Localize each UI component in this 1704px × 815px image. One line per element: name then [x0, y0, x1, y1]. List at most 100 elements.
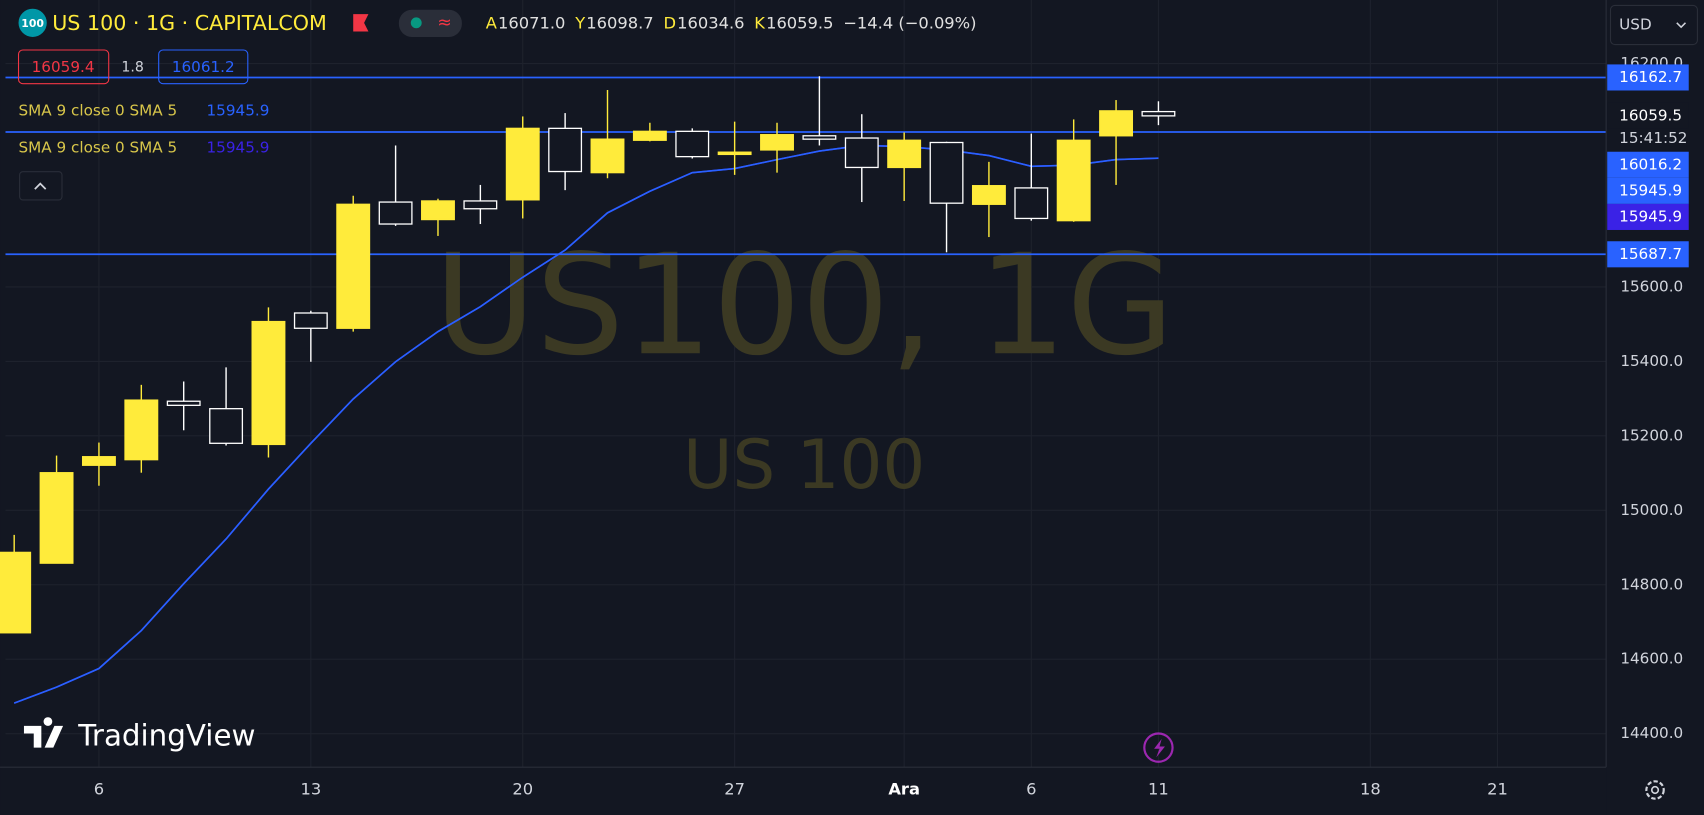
ohlc-value: 16034.6	[677, 13, 744, 32]
y-tick-label: 15200.0	[1620, 426, 1683, 444]
x-tick-label: 20	[512, 780, 533, 799]
chevron-up	[34, 182, 47, 190]
watermark-subtitle: US 100	[683, 425, 925, 504]
candle-body	[0, 551, 32, 634]
candle-body	[421, 200, 455, 221]
candle-body	[81, 456, 116, 466]
candle-body	[293, 312, 328, 329]
candle-body	[971, 185, 1006, 205]
candle-body	[1056, 139, 1091, 222]
currency-box[interactable]	[1609, 4, 1698, 46]
price-axis	[1606, 0, 1704, 815]
ask: 16061.2	[172, 58, 235, 76]
collapse-button[interactable]	[19, 171, 63, 201]
x-tick-label: 11	[1148, 780, 1169, 799]
settings-gear-center	[1650, 785, 1660, 795]
legend-name: SMA 9 close 0 SMA 5	[19, 101, 178, 119]
candle-body	[590, 138, 625, 174]
symbol-title[interactable]: US 100 · 1G · CAPITALCOM	[52, 11, 327, 35]
y-tick-label: 14800.0	[1620, 575, 1683, 593]
ohlc-value: 16098.7	[586, 13, 653, 32]
market-open-dot	[410, 17, 422, 29]
x-tick-label: 21	[1487, 780, 1508, 799]
y-tick-label: 14400.0	[1620, 724, 1683, 742]
flag-icon[interactable]	[353, 14, 369, 32]
ohlc-key: K	[754, 13, 766, 32]
price-label: 16016.2	[1619, 155, 1682, 173]
candle-body	[802, 135, 837, 140]
ohlc-legend: A 16071.0 Y 16098.7 D 16034.6 K 16059.5	[486, 13, 834, 32]
price-label: 15687.7	[1619, 245, 1682, 263]
candle-body	[1014, 187, 1049, 220]
legend-value: 15945.9	[207, 101, 270, 119]
y-tick-label: 14600.0	[1620, 650, 1683, 668]
y-tick-label: 15000.0	[1620, 501, 1683, 519]
legend-value: 15945.9	[207, 138, 270, 156]
status-pill[interactable]	[398, 9, 462, 37]
candle-body	[378, 201, 413, 225]
price-label-box	[1607, 241, 1689, 268]
price-label-box	[1607, 64, 1689, 91]
candle-body	[251, 320, 286, 446]
lightning-icon	[1154, 738, 1165, 758]
axes: 14400.0 14600.0 14800.0 15000.0 15200.0 15400…	[94, 54, 1689, 799]
candle-body	[209, 408, 244, 444]
watermark-title: US100, 1G	[434, 224, 1174, 386]
x-tick-label: Ara	[888, 780, 920, 799]
candle-body	[929, 141, 964, 204]
price-label: 15945.9	[1619, 207, 1682, 225]
y-tick-label: 15400.0	[1620, 352, 1683, 370]
price-label-box	[1607, 102, 1689, 129]
ohlc-key: D	[663, 13, 676, 32]
ohlc-key: Y	[574, 13, 585, 32]
currency: USD	[1619, 15, 1652, 33]
bid-box[interactable]	[17, 49, 110, 85]
candle-body	[166, 400, 201, 406]
symbol-badge-text: 100	[21, 17, 44, 30]
candle-body	[632, 130, 667, 141]
candle-body	[336, 203, 371, 329]
ask-box[interactable]	[158, 49, 249, 85]
x-tick-label: 13	[300, 780, 321, 799]
sma-line	[13, 144, 1159, 704]
x-tick-label: 6	[1026, 780, 1036, 799]
candle-body	[675, 130, 710, 158]
symbol-badge	[18, 8, 47, 37]
price-label: 15945.9	[1619, 181, 1682, 199]
candle-body	[887, 139, 922, 169]
x-tick-label: 6	[94, 780, 104, 799]
lightning-button[interactable]	[1143, 732, 1174, 763]
candle-body	[1099, 110, 1134, 137]
ohlc-key: A	[486, 13, 498, 32]
price-label-box	[1607, 177, 1689, 204]
price-label: 16162.7	[1619, 68, 1682, 86]
x-tick-label: 27	[724, 780, 745, 799]
candle-body	[717, 151, 752, 156]
y-tick-label: 15600.0	[1620, 277, 1683, 295]
candle-body	[844, 137, 879, 169]
ohlc-value: 16071.0	[498, 13, 565, 32]
price-label: 16059.5	[1619, 106, 1682, 124]
price-label-box	[1607, 151, 1689, 178]
logo-text[interactable]: TradingView	[77, 718, 255, 752]
grid	[5, 0, 1607, 768]
price-label-box	[1607, 203, 1689, 230]
candle-body	[548, 127, 583, 173]
candle-body	[463, 200, 498, 210]
settings-gear[interactable]	[1645, 780, 1665, 800]
candle-body	[505, 127, 540, 201]
candle-body	[760, 134, 794, 151]
wave-icon: ≈	[437, 13, 452, 33]
candle-body	[39, 472, 74, 564]
candle-body	[124, 399, 159, 461]
bid: 16059.4	[32, 58, 95, 76]
plot	[0, 76, 1607, 704]
countdown: 15:41:52	[1619, 129, 1687, 147]
currency-chevron	[1676, 22, 1687, 29]
change: −14.4 (−0.09%)	[843, 13, 976, 32]
legend-name: SMA 9 close 0 SMA 5	[19, 138, 178, 156]
spread: 1.8	[121, 59, 143, 75]
candle-body	[1141, 110, 1176, 117]
